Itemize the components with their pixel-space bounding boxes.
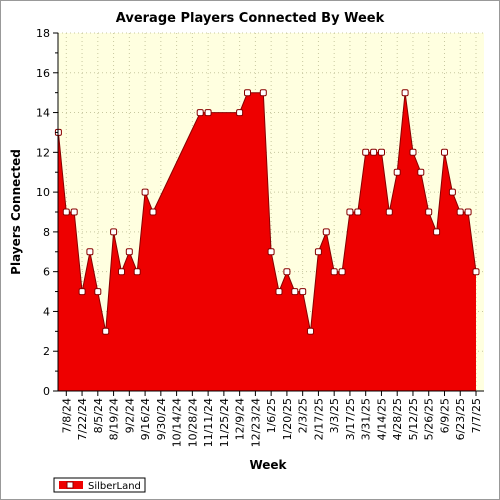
x-tick-label: 2/3/25 — [297, 398, 310, 433]
x-tick-label: 3/31/25 — [360, 398, 373, 440]
x-tick-label: 7/8/24 — [60, 398, 73, 433]
data-point — [401, 89, 409, 97]
y-tick-label: 16 — [36, 67, 50, 80]
data-point — [370, 148, 378, 156]
x-tick-label: 2/17/25 — [312, 398, 325, 440]
data-point — [456, 208, 464, 216]
x-tick-label: 9/2/24 — [123, 398, 136, 433]
x-tick-label: 6/23/25 — [454, 398, 467, 440]
data-point — [244, 89, 251, 97]
data-point — [417, 168, 425, 176]
axes: 0 2 4 6 8 10 12 14 16 18 7/8/24 7/22/24 8/5/24 8/19/2… — [36, 27, 484, 447]
data-point — [78, 288, 86, 296]
data-point — [393, 168, 401, 176]
data-point — [141, 188, 149, 196]
data-point — [314, 248, 322, 256]
x-axis-title: Week — [249, 458, 287, 472]
x-tick-label: 11/11/24 — [202, 398, 215, 447]
legend: SilberLand — [53, 477, 146, 493]
y-tick-label: 12 — [36, 146, 50, 159]
x-tick-label: 6/9/25 — [438, 398, 451, 433]
x-tick-label: 5/26/25 — [423, 398, 436, 440]
data-point — [204, 109, 212, 117]
x-tick-label: 1/6/25 — [265, 398, 278, 433]
data-point — [472, 268, 480, 276]
x-tick-label: 11/25/24 — [218, 398, 231, 447]
data-point — [118, 268, 125, 276]
chart-title: Average Players Connected By Week — [116, 11, 385, 26]
legend-marker — [66, 481, 74, 489]
data-point — [409, 148, 417, 156]
data-point — [149, 208, 157, 216]
data-point — [464, 208, 472, 216]
y-tick-label: 0 — [43, 385, 50, 398]
x-tick-label: 9/16/24 — [139, 398, 152, 440]
x-tick-label: 8/5/24 — [92, 398, 105, 433]
data-point — [362, 148, 370, 156]
data-point — [425, 208, 433, 216]
y-tick-label: 10 — [36, 186, 50, 199]
x-tick-label: 10/28/24 — [186, 398, 199, 447]
data-point — [86, 248, 94, 256]
data-point — [125, 248, 133, 256]
data-point — [283, 268, 291, 276]
data-point — [94, 288, 102, 296]
series-area-silberland — [58, 92, 477, 391]
x-tick-label: 10/14/24 — [171, 398, 184, 447]
data-point — [307, 327, 314, 335]
x-tick-label: 9/30/24 — [155, 398, 168, 440]
y-tick-label: 6 — [43, 266, 50, 279]
data-point — [385, 208, 393, 216]
x-tick-label: 5/12/25 — [407, 398, 420, 440]
data-point — [354, 208, 362, 216]
data-point — [291, 288, 299, 296]
legend-label-silberland: SilberLand — [88, 481, 141, 492]
data-point — [110, 228, 118, 236]
x-tick-label: 4/28/25 — [391, 398, 404, 440]
data-point — [275, 288, 283, 296]
data-point — [322, 228, 330, 236]
marker-layer — [54, 89, 480, 335]
data-point — [378, 148, 385, 156]
data-point — [448, 188, 456, 196]
data-point — [102, 327, 110, 335]
data-point — [196, 109, 204, 117]
x-tick-label: 1/20/25 — [281, 398, 294, 440]
data-point — [70, 208, 78, 216]
data-point — [259, 89, 267, 97]
x-tick-label: 8/19/24 — [108, 398, 121, 440]
x-tick-label: 4/14/25 — [375, 398, 388, 440]
y-tick-label: 14 — [36, 107, 50, 120]
y-tick-label: 18 — [36, 27, 50, 40]
data-point — [236, 109, 244, 117]
data-point — [441, 148, 448, 156]
data-point — [267, 248, 275, 256]
y-axis-title: Players Connected — [9, 149, 23, 275]
x-tick-label: 12/9/24 — [234, 398, 247, 440]
data-point — [299, 288, 307, 296]
x-tick-label: 12/23/24 — [249, 398, 262, 447]
x-tick-label: 7/22/24 — [76, 398, 89, 440]
data-point — [133, 268, 141, 276]
x-tick-label: 3/17/25 — [344, 398, 357, 440]
data-point — [62, 208, 70, 216]
x-tick-label: 3/3/25 — [328, 398, 341, 433]
data-point — [433, 228, 441, 236]
y-tick-label: 8 — [43, 226, 50, 239]
data-point — [346, 208, 354, 216]
x-tick-label: 7/7/25 — [470, 398, 483, 433]
y-tick-label: 4 — [43, 305, 50, 318]
y-tick-label: 2 — [43, 345, 50, 358]
data-point — [330, 268, 338, 276]
data-point — [338, 268, 346, 276]
